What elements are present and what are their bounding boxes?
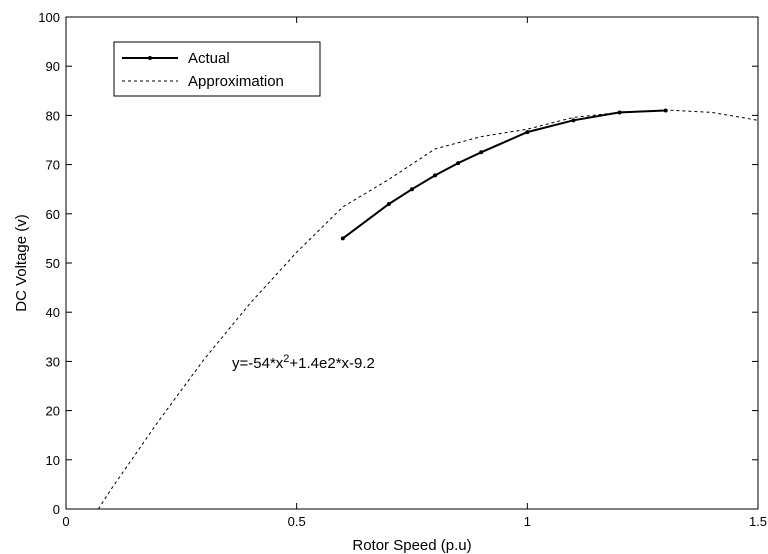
legend-box — [113, 41, 321, 97]
y-tick-label: 80 — [46, 108, 60, 123]
y-tick-label: 50 — [46, 256, 60, 271]
y-tick-label: 20 — [46, 404, 60, 419]
equation-prefix: y=-54*x — [232, 355, 284, 372]
y-tick-label: 0 — [53, 502, 60, 517]
data-point-actual — [617, 110, 622, 115]
x-axis-label: Rotor Speed (p.u) — [352, 537, 471, 554]
series-line-approximation — [97, 109, 759, 510]
data-point-actual — [479, 150, 484, 155]
data-point-actual — [433, 173, 438, 178]
y-tick-label: 60 — [46, 207, 60, 222]
x-tick-label: 0 — [62, 514, 69, 529]
data-point-actual — [456, 161, 461, 166]
data-point-actual — [410, 187, 414, 192]
legend: Actual Approximation — [113, 41, 321, 97]
legend-actual-marker — [148, 56, 152, 60]
data-point-actual — [386, 201, 391, 206]
y-tick-label: 10 — [46, 453, 60, 468]
equation-superscript: 2 — [283, 353, 289, 365]
plot-area — [65, 16, 759, 510]
y-axis-label: DC Voltage (v) — [13, 214, 30, 312]
y-tick-label: 90 — [46, 59, 60, 74]
axes-frame — [65, 16, 759, 510]
equation-suffix: +1.4e2*x-9.2 — [289, 355, 374, 372]
y-tick-label: 30 — [46, 354, 60, 369]
legend-actual-label: Actual — [188, 50, 230, 67]
y-tick-label: 40 — [46, 305, 60, 320]
data-point-actual — [525, 130, 530, 135]
x-tick-label: 0.5 — [288, 514, 306, 529]
series-layer — [97, 108, 759, 510]
axis-ticks — [65, 16, 759, 510]
legend-approximation-label: Approximation — [188, 73, 284, 90]
y-tick-label: 100 — [38, 10, 60, 25]
axis-tick-labels: 0 0.5 1 1.5 0 10 20 30 40 50 60 70 80 90 100 — [38, 10, 767, 529]
y-tick-label: 70 — [46, 158, 60, 173]
x-tick-label: 1 — [524, 514, 531, 529]
series-line-actual — [342, 109, 666, 240]
x-tick-label: 1.5 — [749, 514, 767, 529]
data-point-actual — [340, 236, 345, 241]
data-point-actual — [571, 118, 576, 123]
equation-annotation: y=-54*x2+1.4e2*x-9.2 — [232, 353, 375, 372]
